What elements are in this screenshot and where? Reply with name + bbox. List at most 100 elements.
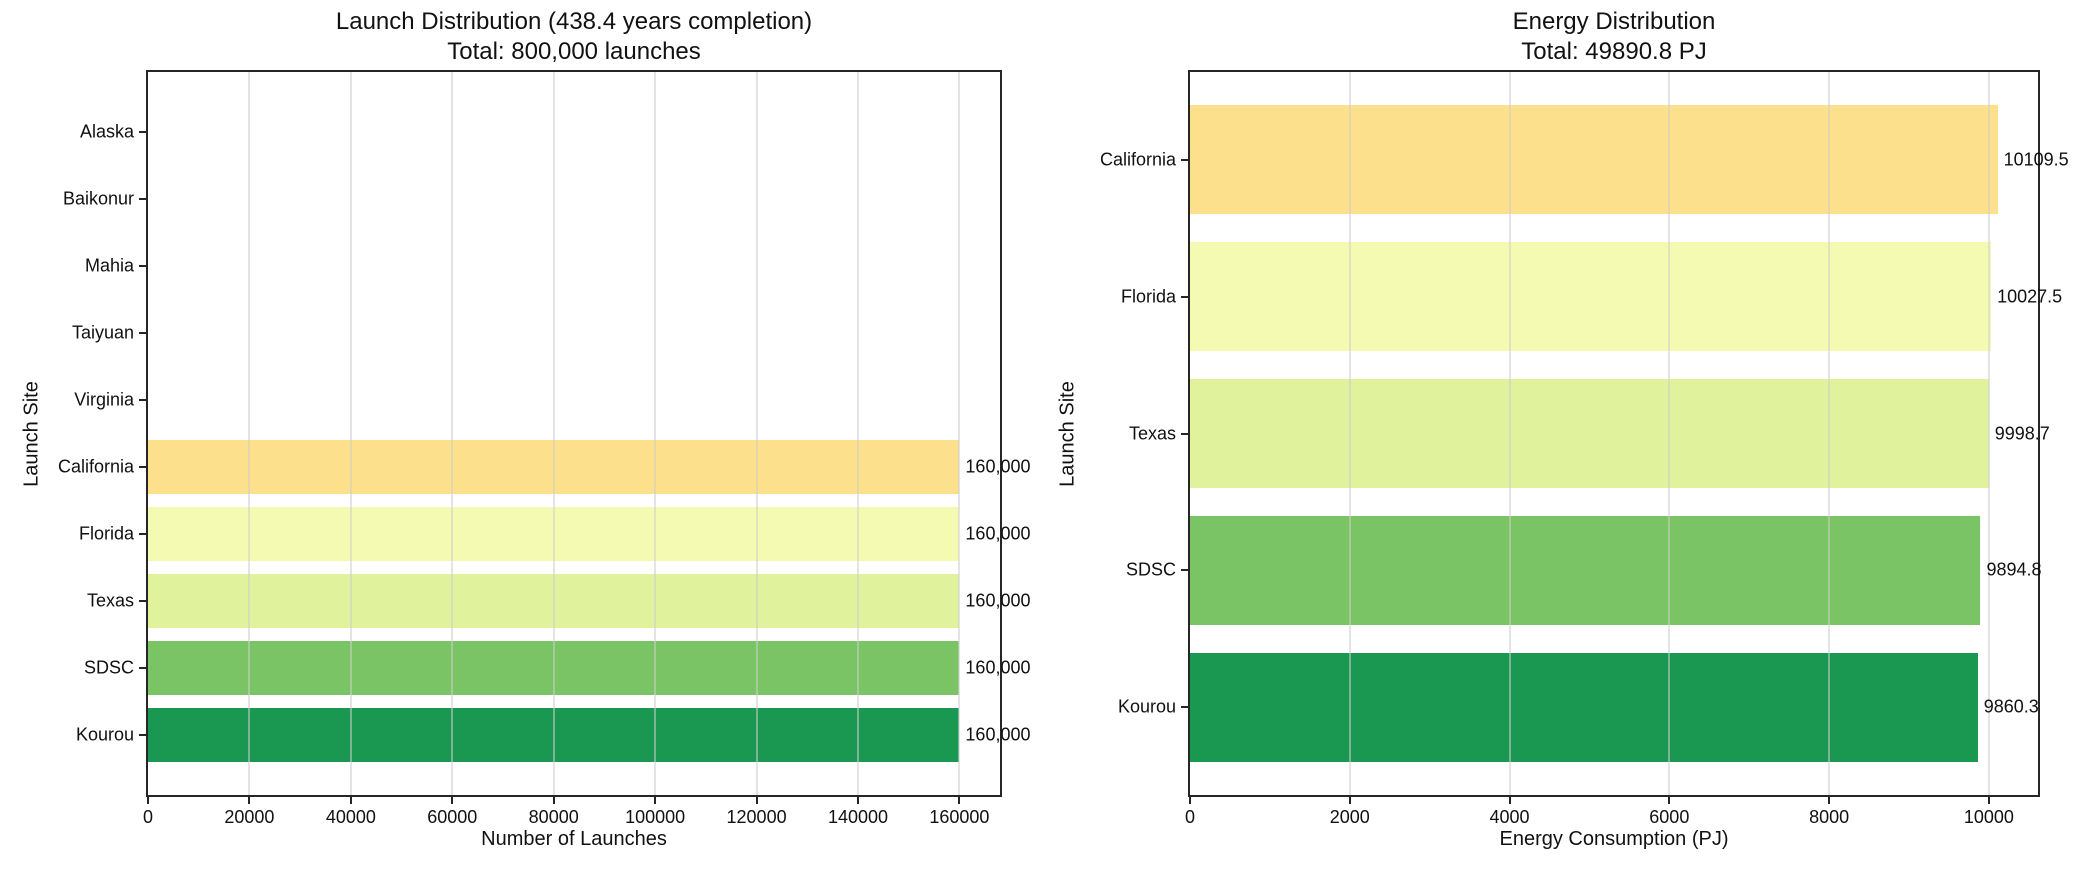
y-tick-virginia xyxy=(139,398,148,401)
y-tick-kourou xyxy=(139,734,148,737)
x-tick-0 xyxy=(1189,795,1191,804)
y-tick-florida xyxy=(1181,295,1190,298)
y-tick-california xyxy=(139,466,148,469)
y-tick-mahia xyxy=(139,264,148,267)
y-tick-label-kourou: Kourou xyxy=(1117,696,1176,717)
x-tick-140000 xyxy=(857,795,859,804)
y-tick-alaska xyxy=(139,130,148,133)
x-tick-label-160000: 160000 xyxy=(929,807,990,827)
y-tick-label-florida: Florida xyxy=(1120,286,1176,307)
bar-kourou xyxy=(1190,652,1978,763)
y-tick-california xyxy=(1181,158,1190,161)
x-tick-80000 xyxy=(552,795,555,804)
x-tick-2000 xyxy=(1348,795,1351,804)
bar-value-label-kourou: 160,000 xyxy=(965,724,1031,745)
gridline-100000 xyxy=(654,72,657,795)
x-tick-label-60000: 60000 xyxy=(427,807,478,827)
x-tick-40000 xyxy=(349,795,352,804)
y-tick-label-california: California xyxy=(57,456,134,477)
bar-value-label-california: 160,000 xyxy=(965,456,1031,477)
chart-title-line1: Launch Distribution (438.4 years complet… xyxy=(335,8,813,35)
chart-title-line1: Energy Distribution xyxy=(1512,8,1716,35)
y-tick-label-sdsc: SDSC xyxy=(1125,559,1176,580)
bar-value-label-sdsc: 160,000 xyxy=(965,657,1031,678)
x-axis-label: Number of Launches xyxy=(481,828,667,850)
x-tick-label-0: 0 xyxy=(1184,807,1196,827)
gridline-120000 xyxy=(755,72,758,795)
x-tick-label-10000: 10000 xyxy=(1963,807,2014,827)
y-axis-label: Launch Site xyxy=(20,381,43,487)
x-tick-label-2000: 2000 xyxy=(1329,807,1370,827)
y-tick-label-texas: Texas xyxy=(1128,423,1176,443)
gridline-80000 xyxy=(552,72,555,795)
y-tick-label-alaska: Alaska xyxy=(79,121,134,142)
x-tick-120000 xyxy=(755,795,758,804)
y-tick-label-kourou: Kourou xyxy=(75,724,134,745)
y-tick-label-california: California xyxy=(1099,149,1176,170)
gridline-10000 xyxy=(1987,72,1990,795)
y-tick-baikonur xyxy=(139,197,148,200)
x-tick-60000 xyxy=(451,795,454,804)
gridline-160000 xyxy=(958,72,961,795)
x-tick-160000 xyxy=(958,795,961,804)
y-tick-taiyuan xyxy=(139,331,148,334)
x-tick-6000 xyxy=(1668,795,1671,804)
gridline-40000 xyxy=(349,72,352,795)
gridline-2000 xyxy=(1348,72,1351,795)
bar-value-label-texas: 160,000 xyxy=(965,590,1031,611)
bar-value-label-florida: 10027.5 xyxy=(1997,286,2063,307)
x-tick-label-140000: 140000 xyxy=(827,807,889,827)
plot-area: California 10109.5 Florida 10027.5 Texas 9998… xyxy=(1100,70,2069,827)
y-tick-label-florida: Florida xyxy=(78,523,134,544)
bar-value-label-texas: 9998.7 xyxy=(1994,423,2050,443)
x-tick-20000 xyxy=(248,795,251,804)
y-axis-label: Launch Site xyxy=(1056,381,1079,487)
y-tick-texas xyxy=(139,600,148,603)
chart-title-line2: Total: 800,000 launches xyxy=(447,38,701,65)
chart-title: Launch Distribution (438.4 years complet… xyxy=(146,7,1002,67)
plot-area: Alaska Baikonur Mahia Taiyuan Virginia Califo… xyxy=(58,70,1031,827)
bar-value-label-florida: 160,000 xyxy=(965,523,1031,544)
bar-value-label-sdsc: 9894.8 xyxy=(1986,559,2042,580)
x-tick-label-20000: 20000 xyxy=(224,807,275,827)
y-tick-label-virginia: Virginia xyxy=(74,389,134,410)
y-tick-kourou xyxy=(1181,706,1190,709)
bar-california xyxy=(1190,104,1998,215)
y-tick-label-taiyuan: Taiyuan xyxy=(71,322,134,343)
y-tick-label-baikonur: Baikonur xyxy=(62,188,134,209)
x-tick-4000 xyxy=(1508,795,1511,804)
gridline-6000 xyxy=(1668,72,1671,795)
x-tick-label-100000: 100000 xyxy=(625,807,686,827)
gridline-4000 xyxy=(1508,72,1511,795)
x-tick-label-0: 0 xyxy=(142,807,154,827)
x-tick-label-40000: 40000 xyxy=(325,807,376,827)
x-tick-label-8000: 8000 xyxy=(1809,807,1850,827)
launch-distribution-chart: Launch Distribution (438.4 years complet… xyxy=(20,7,1031,850)
chart-title: Energy Distribution Total: 49890.8 PJ xyxy=(1188,7,2040,67)
gridline-60000 xyxy=(451,72,454,795)
y-tick-label-sdsc: SDSC xyxy=(83,657,134,678)
x-tick-label-6000: 6000 xyxy=(1649,807,1690,827)
x-tick-0 xyxy=(147,795,149,804)
y-tick-label-texas: Texas xyxy=(86,590,134,611)
bar-texas xyxy=(1190,378,1989,489)
x-tick-10000 xyxy=(1987,795,1990,804)
x-tick-label-120000: 120000 xyxy=(726,807,787,827)
bar-sdsc xyxy=(1190,515,1981,626)
x-axis-label: Energy Consumption (PJ) xyxy=(1499,828,1729,850)
y-tick-texas xyxy=(1181,432,1190,435)
energy-distribution-chart: Energy Distribution Total: 49890.8 PJ La… xyxy=(1040,0,2080,877)
y-tick-label-mahia: Mahia xyxy=(84,255,134,276)
bar-value-label-california: 10109.5 xyxy=(2003,149,2069,170)
x-tick-label-4000: 4000 xyxy=(1489,807,1530,827)
bar-value-label-kourou: 9860.3 xyxy=(1983,696,2039,717)
gridline-8000 xyxy=(1828,72,1831,795)
x-tick-100000 xyxy=(654,795,657,804)
bar-florida xyxy=(1190,241,1992,352)
chart-title-line2: Total: 49890.8 PJ xyxy=(1521,38,1707,65)
gridline-20000 xyxy=(248,72,251,795)
gridline-140000 xyxy=(857,72,859,795)
y-tick-sdsc xyxy=(1181,569,1190,572)
y-tick-sdsc xyxy=(139,667,148,670)
y-tick-florida xyxy=(139,533,148,536)
